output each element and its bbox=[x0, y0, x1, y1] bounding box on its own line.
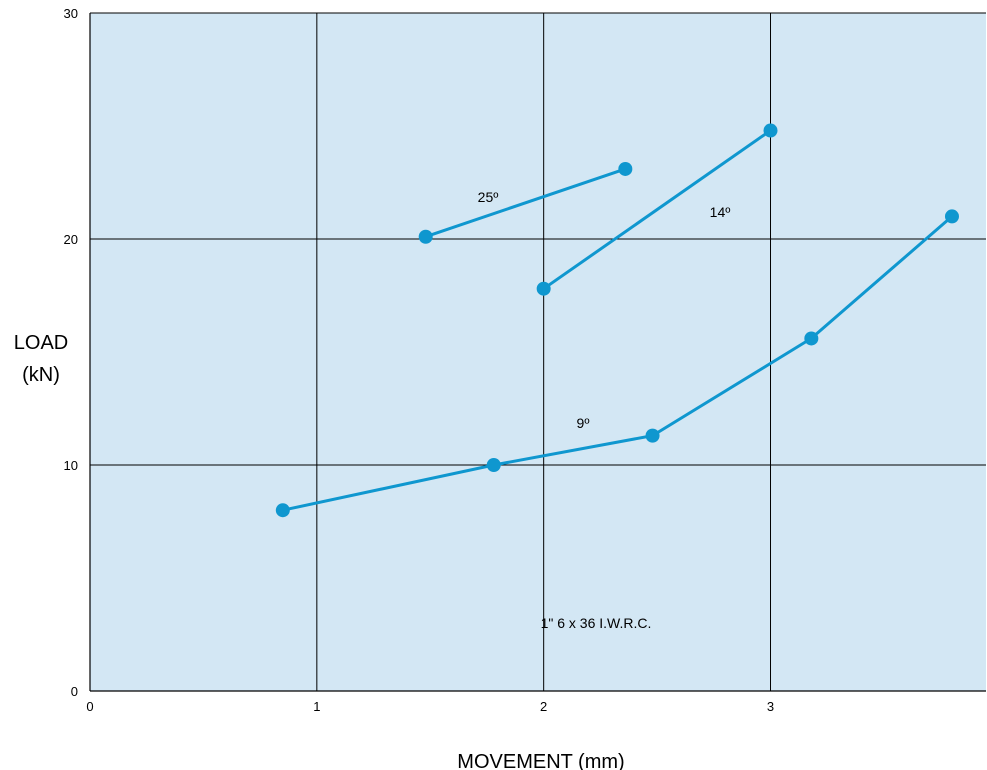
x-tick-label: 0 bbox=[86, 699, 93, 714]
series-layer bbox=[275, 123, 959, 518]
data-point-series-2 bbox=[804, 331, 819, 346]
y-tick-label: 0 bbox=[71, 684, 78, 699]
series-label-14-deg: 14º bbox=[710, 204, 731, 220]
data-point-series-2 bbox=[944, 209, 959, 224]
data-point-series-2 bbox=[486, 458, 501, 472]
data-point-series-1 bbox=[763, 123, 778, 138]
rope-spec-annotation: 1" 6 x 36 I.W.R.C. bbox=[541, 615, 652, 631]
data-point-series-2 bbox=[645, 428, 660, 443]
y-axis-title-line1: LOAD bbox=[14, 332, 68, 354]
data-point-series-2 bbox=[275, 503, 290, 518]
series-label-9-deg: 9º bbox=[577, 415, 590, 431]
x-tick-label: 1 bbox=[313, 699, 320, 714]
data-point-series-0 bbox=[618, 161, 633, 176]
y-tick-label: 20 bbox=[64, 232, 78, 247]
series-line-0 bbox=[425, 167, 626, 239]
y-axis-title-line2: (kN) bbox=[22, 364, 60, 386]
series-line-1 bbox=[542, 129, 772, 290]
x-tick-label: 2 bbox=[540, 699, 547, 714]
data-point-series-1 bbox=[536, 281, 551, 296]
x-axis-title: MOVEMENT (mm) bbox=[457, 751, 624, 770]
x-tick-label: 3 bbox=[767, 699, 774, 714]
data-point-series-0 bbox=[418, 229, 433, 244]
series-label-25-deg: 25º bbox=[478, 189, 499, 205]
text-layer: 25º 14º 9º 1" 6 x 36 I.W.R.C. MOVEMENT (… bbox=[14, 189, 731, 770]
y-tick-label: 10 bbox=[64, 458, 78, 473]
y-tick-label: 30 bbox=[64, 6, 78, 21]
plot-area bbox=[90, 13, 986, 691]
